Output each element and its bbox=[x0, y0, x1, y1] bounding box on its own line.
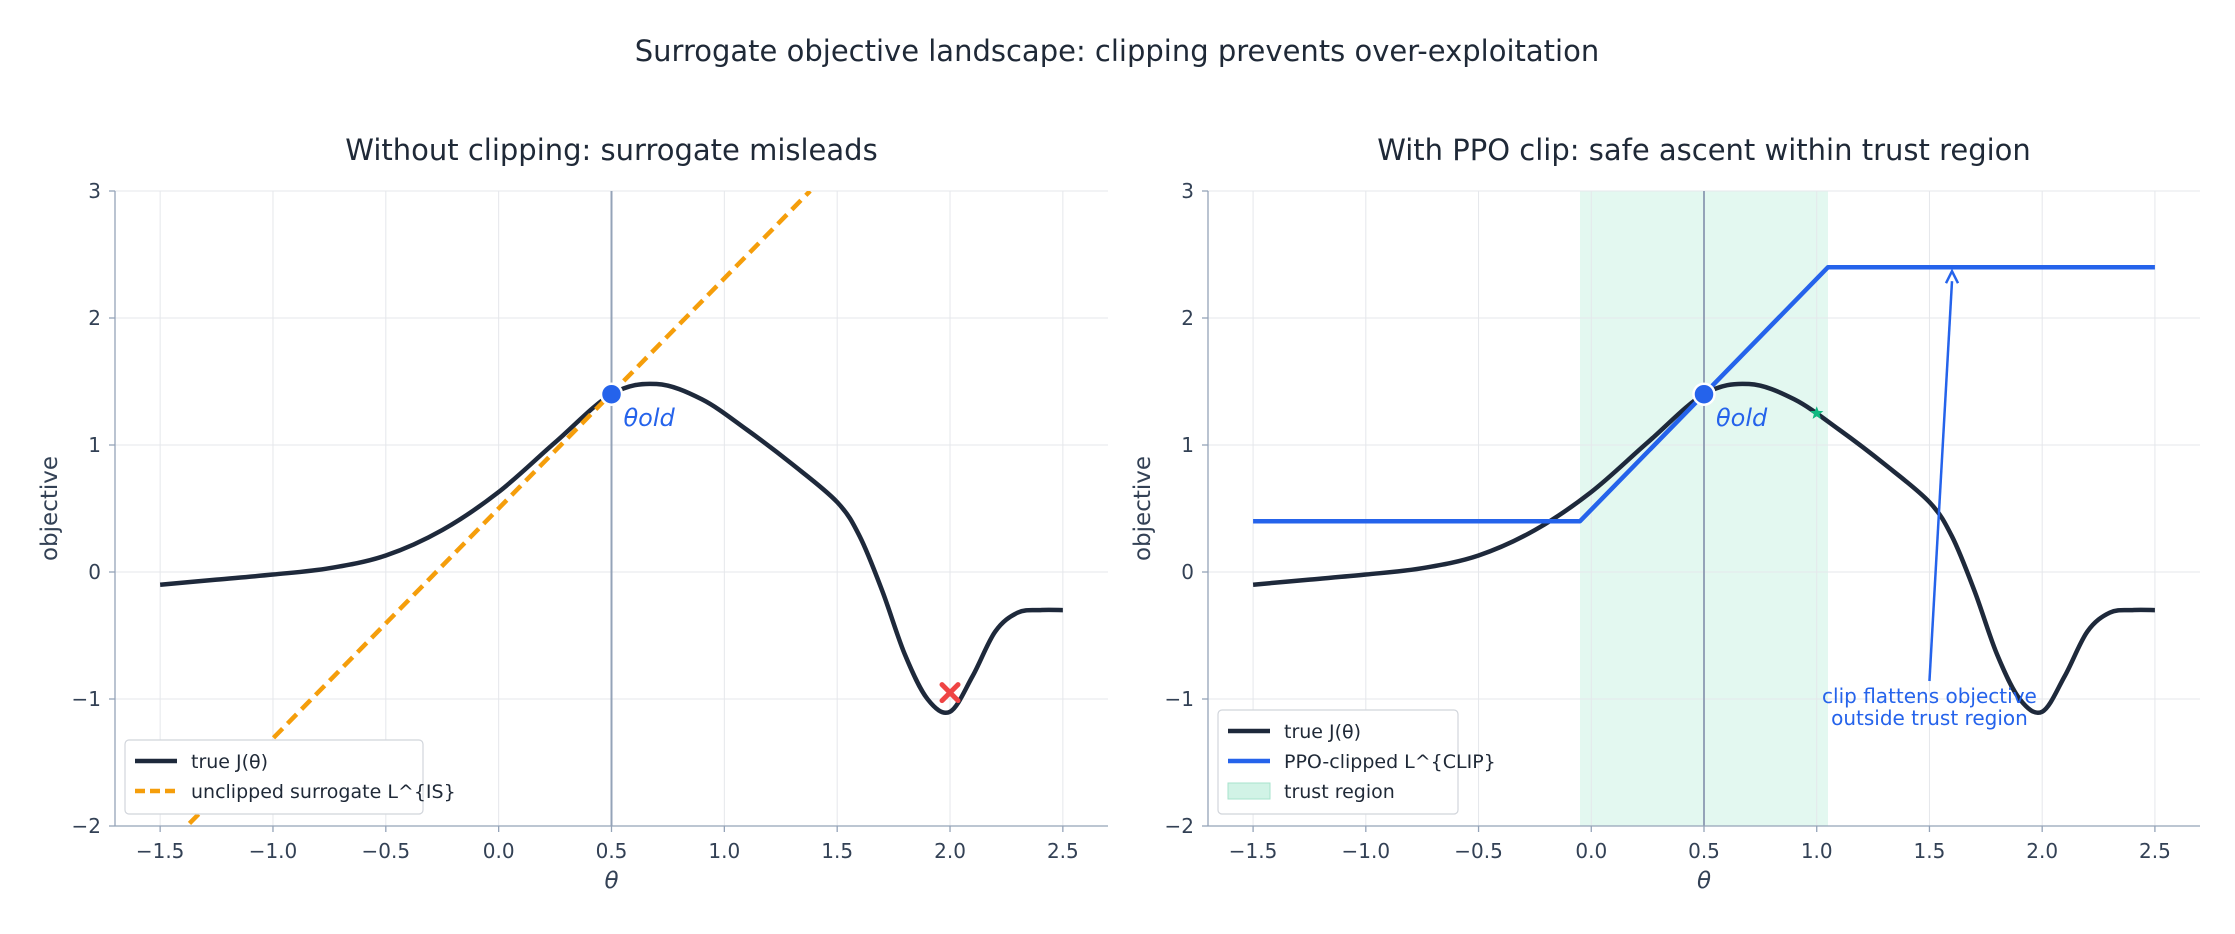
y-axis-label: objective bbox=[1130, 456, 1156, 561]
y-tick-label: 0 bbox=[88, 560, 101, 584]
legend-frame bbox=[124, 739, 424, 815]
legend-label: true J(θ) bbox=[191, 751, 268, 773]
star-marker bbox=[1810, 406, 1824, 419]
legend-swatch-band bbox=[1227, 782, 1271, 800]
left-panel: Without clipping: surrogate misleads −1.5… bbox=[37, 133, 1108, 894]
x-tick-label: 1.5 bbox=[821, 839, 853, 863]
legend-label: trust region bbox=[1284, 781, 1395, 803]
y-tick-label: 1 bbox=[88, 433, 101, 457]
true-objective-line bbox=[1252, 381, 2155, 715]
annotation-text: clip flattens objective bbox=[1822, 684, 2037, 708]
y-tick-label: 2 bbox=[1181, 306, 1194, 330]
y-tick-label: −2 bbox=[72, 814, 101, 838]
theta-old-label: θold bbox=[624, 404, 676, 432]
y-tick-label: 2 bbox=[88, 306, 101, 330]
right-panel: With PPO clip: safe ascent within trust … bbox=[1130, 133, 2200, 894]
x-tick-label: 2.5 bbox=[2139, 839, 2171, 863]
panel-title: Without clipping: surrogate misleads bbox=[345, 133, 877, 167]
x-tick-label: 2.5 bbox=[1047, 839, 1079, 863]
legend: true J(θ) unclipped surrogate L^{IS} bbox=[124, 739, 456, 815]
theta-old-point bbox=[1692, 382, 1716, 406]
y-tick-label: 0 bbox=[1181, 560, 1194, 584]
x-tick-label: 0.0 bbox=[1575, 839, 1607, 863]
y-tick-label: −1 bbox=[1165, 687, 1194, 711]
y-axis-label: objective bbox=[37, 456, 63, 561]
x-axis-label: θ bbox=[604, 868, 618, 894]
x-marker-stroke bbox=[939, 682, 961, 704]
x-tick-label: 2.0 bbox=[934, 839, 966, 863]
true-objective-line bbox=[159, 381, 1063, 715]
x-tick-label: −1.5 bbox=[136, 839, 185, 863]
x-tick-label: −0.5 bbox=[1454, 839, 1503, 863]
x-tick-label: 1.5 bbox=[1914, 839, 1946, 863]
legend-label: true J(θ) bbox=[1284, 721, 1361, 743]
annotation-arrow-shaft bbox=[1928, 281, 1954, 682]
legend-frame bbox=[1217, 709, 1459, 815]
y-tick-label: 3 bbox=[1181, 179, 1194, 203]
annotation-text: outside trust region bbox=[1831, 706, 2028, 730]
x-tick-label: −0.5 bbox=[362, 839, 411, 863]
x-tick-label: 1.0 bbox=[708, 839, 740, 863]
x-tick-label: 0.5 bbox=[596, 839, 628, 863]
y-tick-label: 1 bbox=[1181, 433, 1194, 457]
unclipped-surrogate-line bbox=[187, 191, 812, 826]
legend-label: PPO-clipped L^{CLIP} bbox=[1284, 751, 1496, 773]
theta-old-point bbox=[599, 382, 624, 406]
x-tick-label: −1.0 bbox=[249, 839, 298, 863]
x-axis-label: θ bbox=[1697, 868, 1711, 894]
panel-title: With PPO clip: safe ascent within trust … bbox=[1377, 133, 2031, 167]
x-tick-label: 1.0 bbox=[1801, 839, 1833, 863]
x-tick-label: −1.5 bbox=[1229, 839, 1278, 863]
y-tick-label: 3 bbox=[88, 179, 101, 203]
y-tick-label: −1 bbox=[72, 687, 101, 711]
x-tick-label: 2.0 bbox=[2026, 839, 2058, 863]
y-tick-label: −2 bbox=[1165, 814, 1194, 838]
legend: true J(θ) PPO-clipped L^{CLIP} trust regio… bbox=[1217, 709, 1496, 815]
x-tick-label: −1.0 bbox=[1342, 839, 1391, 863]
legend-label: unclipped surrogate L^{IS} bbox=[191, 781, 456, 803]
x-tick-label: 0.0 bbox=[483, 839, 515, 863]
theta-old-label: θold bbox=[1716, 404, 1768, 432]
x-marker bbox=[939, 682, 961, 704]
annotation-arrow-head bbox=[1944, 268, 1960, 284]
figure-title: Surrogate objective landscape: clipping … bbox=[635, 34, 1599, 68]
x-tick-label: 0.5 bbox=[1688, 839, 1720, 863]
